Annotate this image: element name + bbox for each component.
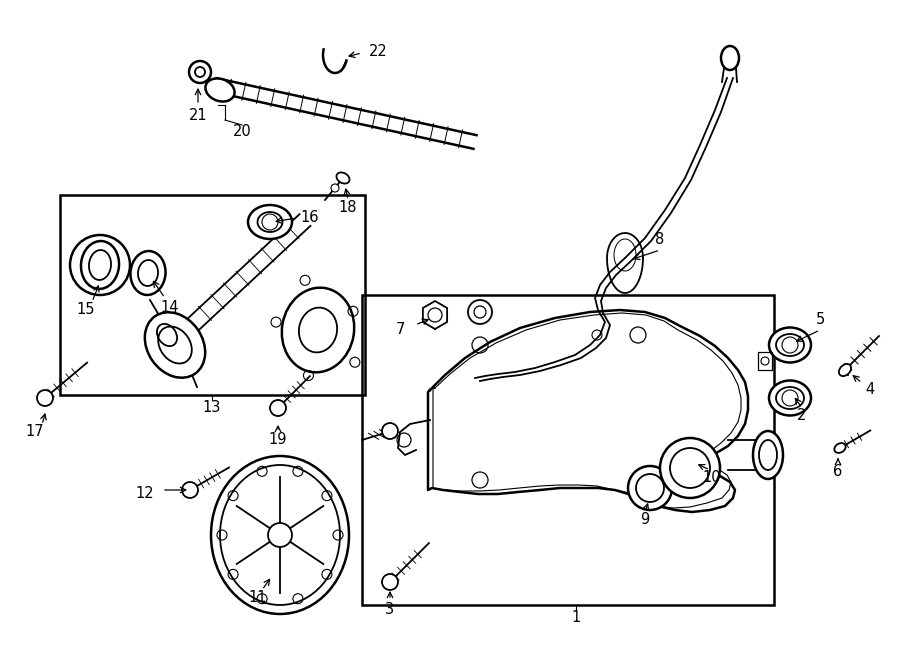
Circle shape xyxy=(428,308,442,322)
Text: 2: 2 xyxy=(797,407,806,422)
Text: 17: 17 xyxy=(26,424,44,440)
Ellipse shape xyxy=(205,79,235,102)
Circle shape xyxy=(270,400,286,416)
Circle shape xyxy=(37,390,53,406)
Text: 15: 15 xyxy=(76,303,95,317)
Text: 12: 12 xyxy=(136,485,154,500)
Circle shape xyxy=(782,390,798,406)
Text: 22: 22 xyxy=(369,44,387,59)
Ellipse shape xyxy=(769,327,811,362)
Circle shape xyxy=(189,61,211,83)
Ellipse shape xyxy=(81,241,119,289)
Text: 11: 11 xyxy=(248,590,267,605)
Circle shape xyxy=(262,214,278,230)
Text: 1: 1 xyxy=(572,611,580,625)
Ellipse shape xyxy=(769,381,811,416)
Text: 6: 6 xyxy=(833,465,842,479)
Text: 13: 13 xyxy=(202,401,221,416)
Circle shape xyxy=(70,235,130,295)
Text: 18: 18 xyxy=(338,200,357,215)
Text: 10: 10 xyxy=(703,471,721,485)
Bar xyxy=(758,352,772,370)
Ellipse shape xyxy=(248,205,292,239)
Circle shape xyxy=(331,184,339,192)
Text: 19: 19 xyxy=(269,432,287,447)
Ellipse shape xyxy=(753,431,783,479)
Circle shape xyxy=(382,574,398,590)
Circle shape xyxy=(628,466,672,510)
Ellipse shape xyxy=(721,46,739,70)
Text: 14: 14 xyxy=(161,301,179,315)
Circle shape xyxy=(382,423,398,439)
Bar xyxy=(60,195,365,395)
Ellipse shape xyxy=(145,312,205,377)
Circle shape xyxy=(182,482,198,498)
Circle shape xyxy=(660,438,720,498)
Ellipse shape xyxy=(839,364,851,376)
Circle shape xyxy=(782,337,798,353)
Text: 4: 4 xyxy=(866,383,875,397)
Bar xyxy=(362,295,774,605)
Ellipse shape xyxy=(282,288,355,372)
Ellipse shape xyxy=(211,456,349,614)
Ellipse shape xyxy=(130,251,166,295)
Text: 5: 5 xyxy=(815,313,824,327)
Text: 8: 8 xyxy=(655,233,664,247)
Text: 7: 7 xyxy=(395,323,405,338)
Ellipse shape xyxy=(337,173,349,184)
Text: 21: 21 xyxy=(189,108,207,122)
Ellipse shape xyxy=(834,443,846,453)
Text: 3: 3 xyxy=(385,602,394,617)
Text: 16: 16 xyxy=(301,210,320,225)
Text: 9: 9 xyxy=(641,512,650,527)
Circle shape xyxy=(268,523,292,547)
Text: 20: 20 xyxy=(232,124,251,139)
